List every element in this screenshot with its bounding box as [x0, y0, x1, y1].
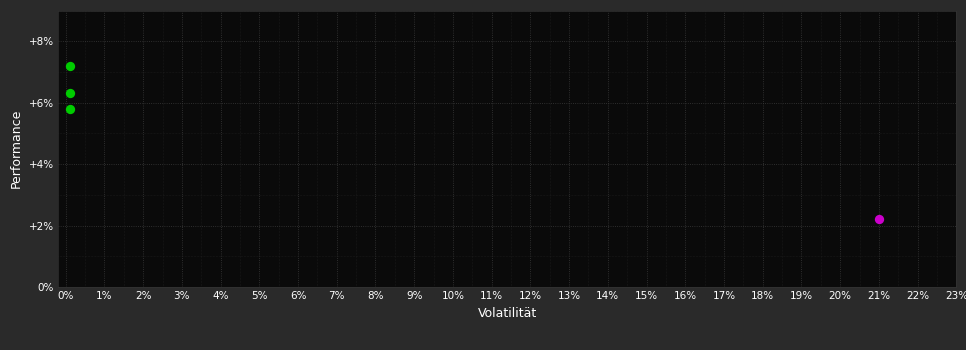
- Point: [62, 91, 77, 96]
- Point: [62, 63, 77, 69]
- Point: [62, 106, 77, 112]
- X-axis label: Volatilität: Volatilität: [477, 307, 537, 320]
- Y-axis label: Performance: Performance: [10, 109, 23, 188]
- Point: [871, 217, 887, 222]
